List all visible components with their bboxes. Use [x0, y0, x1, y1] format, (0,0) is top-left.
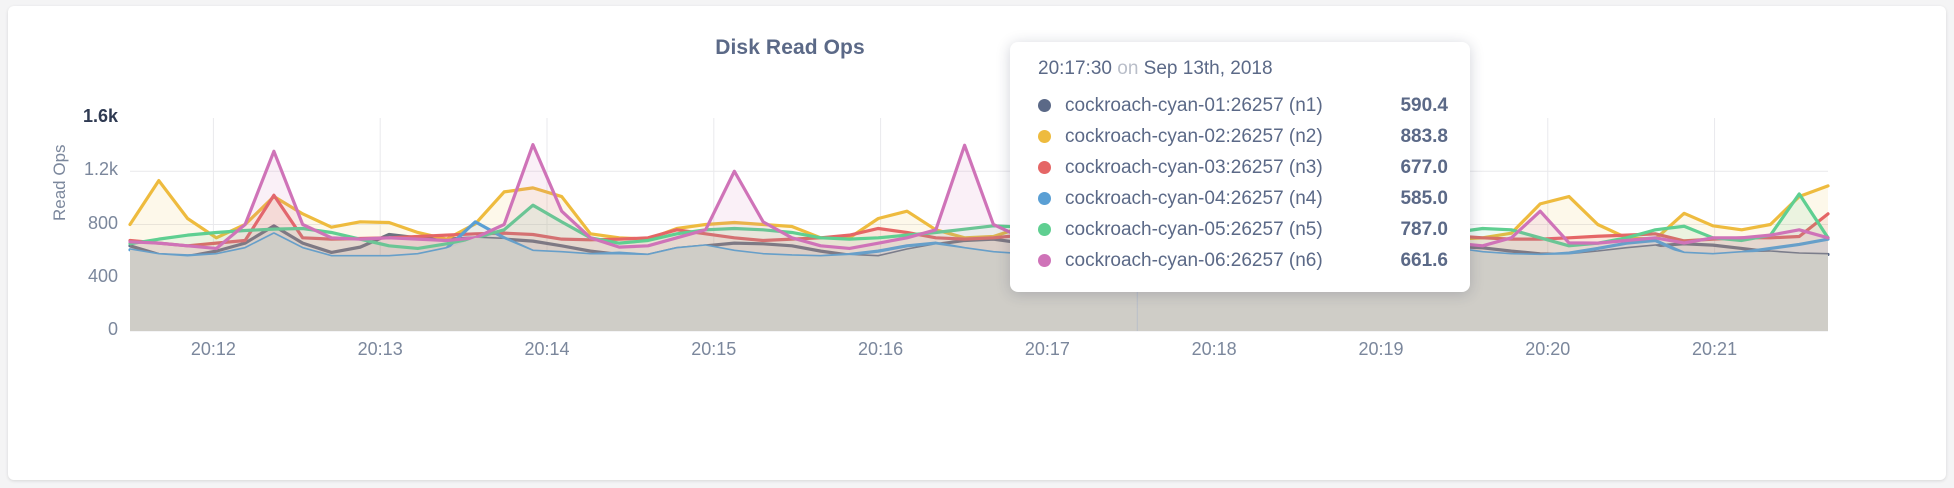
tooltip-series-value: 661.6	[1400, 249, 1448, 271]
tooltip-series-label: cockroach-cyan-04:26257 (n4)	[1065, 187, 1323, 209]
tooltip-on-word: on	[1117, 58, 1139, 79]
tooltip-time: 20:17:30	[1038, 58, 1112, 79]
tooltip-date: Sep 13th, 2018	[1143, 58, 1273, 79]
tooltip-row: cockroach-cyan-04:26257 (n4) 585.0	[1038, 183, 1448, 214]
y-tick-0: 0	[107, 319, 118, 339]
x-tick-20-18: 20:18	[1191, 339, 1237, 359]
x-tick-20-14: 20:14	[524, 339, 570, 359]
y-tick-1.6k: 1.6k	[82, 106, 118, 126]
chart-title: Disk Read Ops	[715, 36, 865, 59]
y-axis-title: Read Ops	[50, 144, 69, 221]
tooltip-series-value: 677.0	[1400, 156, 1448, 178]
y-axis-ticks: Read Ops 0 400 800 1.2k 1.6k	[50, 6, 118, 406]
series-color-dot-icon	[1038, 161, 1051, 174]
x-tick-20-15: 20:15	[691, 339, 737, 359]
series-color-dot-icon	[1038, 192, 1051, 205]
tooltip-row: cockroach-cyan-05:26257 (n5) 787.0	[1038, 214, 1448, 245]
series-color-dot-icon	[1038, 99, 1051, 112]
chart-plot[interactable]	[8, 6, 1946, 480]
tooltip-series-label: cockroach-cyan-01:26257 (n1)	[1065, 94, 1323, 116]
y-tick-1.2k: 1.2k	[83, 159, 118, 180]
tooltip-row: cockroach-cyan-03:26257 (n3) 677.0	[1038, 152, 1448, 183]
tooltip-legend-rows: cockroach-cyan-01:26257 (n1) 590.4 cockroa…	[1038, 90, 1448, 276]
y-tick-800: 800	[87, 212, 118, 233]
x-tick-20-21: 20:21	[1692, 339, 1738, 359]
x-tick-20-19: 20:19	[1358, 339, 1404, 359]
tooltip-row: cockroach-cyan-06:26257 (n6) 661.6	[1038, 245, 1448, 276]
tooltip-series-label: cockroach-cyan-05:26257 (n5)	[1065, 218, 1323, 240]
tooltip-series-value: 883.8	[1400, 125, 1448, 147]
x-tick-20-16: 20:16	[858, 339, 904, 359]
tooltip-timestamp: 20:17:30 on Sep 13th, 2018	[1038, 58, 1448, 80]
series-color-dot-icon	[1038, 130, 1051, 143]
x-tick-20-13: 20:13	[357, 339, 403, 359]
chart-card: Disk Read Ops Read Ops 0 400 800 1.2k 1.6k 2…	[8, 6, 1946, 480]
tooltip-series-label: cockroach-cyan-06:26257 (n6)	[1065, 249, 1323, 271]
tooltip-series-value: 585.0	[1400, 187, 1448, 209]
tooltip-row: cockroach-cyan-01:26257 (n1) 590.4	[1038, 90, 1448, 121]
series-color-dot-icon	[1038, 254, 1051, 267]
tooltip-series-label: cockroach-cyan-02:26257 (n2)	[1065, 125, 1323, 147]
tooltip-series-value: 787.0	[1400, 218, 1448, 240]
x-tick-20-12: 20:12	[190, 339, 236, 359]
x-tick-20-17: 20:17	[1024, 339, 1070, 359]
series-color-dot-icon	[1038, 223, 1051, 236]
x-tick-20-20: 20:20	[1525, 339, 1571, 359]
tooltip-row: cockroach-cyan-02:26257 (n2) 883.8	[1038, 121, 1448, 152]
y-tick-400: 400	[87, 265, 118, 286]
tooltip-series-value: 590.4	[1400, 94, 1448, 116]
hover-tooltip: 20:17:30 on Sep 13th, 2018 cockroach-cya…	[1010, 42, 1470, 292]
tooltip-series-label: cockroach-cyan-03:26257 (n3)	[1065, 156, 1323, 178]
